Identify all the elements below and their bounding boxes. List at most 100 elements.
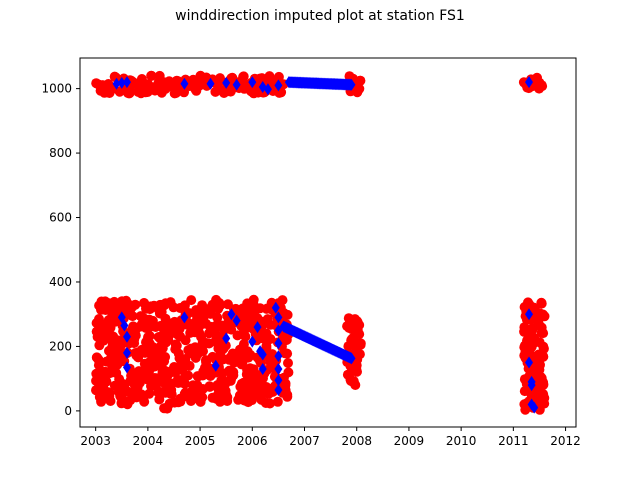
- data-point-red: [101, 389, 112, 400]
- data-point-blue: [232, 314, 241, 327]
- data-point-red: [255, 303, 266, 314]
- data-point-red: [139, 298, 149, 308]
- data-point-red: [204, 338, 215, 349]
- data-point-red: [130, 348, 141, 358]
- data-point-red: [261, 341, 272, 351]
- data-point-red: [283, 358, 293, 368]
- data-point-red: [91, 326, 102, 337]
- data-point-red: [157, 343, 168, 354]
- data-point-blue: [222, 76, 231, 89]
- data-point-red: [283, 367, 294, 378]
- data-point-blue: [347, 352, 356, 365]
- data-point-red: [113, 348, 124, 359]
- data-point-red: [110, 316, 120, 327]
- data-point-blue: [117, 76, 126, 89]
- data-point-red: [100, 296, 111, 307]
- data-point-red: [226, 373, 237, 384]
- data-point-red: [242, 364, 253, 375]
- axes-layer: 2003 2004 2005 2006 2007 2008 2009 2010 2011 2012…: [41, 57, 581, 448]
- x-tick-label: 2007: [289, 434, 320, 448]
- data-point-red: [238, 71, 249, 82]
- data-point-red: [91, 352, 102, 363]
- data-point-red: [194, 327, 205, 338]
- y-tick-label: 400: [49, 275, 72, 289]
- data-point-red: [222, 392, 233, 403]
- data-point-red: [240, 331, 251, 342]
- data-point-red: [273, 71, 284, 82]
- data-point-red: [173, 377, 183, 388]
- data-point-blue: [122, 361, 131, 374]
- data-point-blue: [211, 359, 220, 372]
- data-point-red: [211, 294, 222, 305]
- data-point-blue: [274, 374, 283, 387]
- data-point-red: [233, 394, 244, 405]
- data-point-red: [96, 319, 107, 330]
- data-point-red: [535, 310, 546, 321]
- data-point-red: [355, 339, 366, 350]
- axes-frame: [79, 57, 577, 428]
- data-point-red: [536, 297, 547, 308]
- data-point-red: [156, 301, 167, 312]
- y-tick-label: 200: [49, 339, 72, 353]
- points-layer: [91, 70, 550, 415]
- data-point-blue: [122, 346, 131, 359]
- data-point-red: [171, 75, 182, 86]
- data-point-red: [538, 351, 549, 362]
- data-point-red: [160, 324, 171, 335]
- data-point-red: [354, 349, 365, 360]
- data-point-red: [103, 79, 114, 89]
- data-point-red: [160, 403, 171, 414]
- data-point-red: [237, 303, 248, 314]
- data-point-red: [352, 324, 363, 335]
- data-point-blue: [274, 337, 283, 350]
- data-point-red: [197, 384, 208, 394]
- data-point-red: [93, 360, 104, 371]
- data-point-red: [351, 363, 362, 374]
- data-point-blue: [258, 348, 267, 361]
- x-tick-label: 2009: [394, 434, 425, 448]
- data-point-blue: [222, 332, 231, 345]
- data-point-red: [178, 86, 189, 97]
- data-point-red: [256, 374, 267, 385]
- data-point-red: [169, 397, 180, 408]
- data-point-red: [264, 71, 275, 82]
- data-point-red: [261, 330, 272, 340]
- data-point-red: [111, 368, 122, 378]
- x-tick-label: 2010: [446, 434, 477, 448]
- x-tick-label: 2006: [237, 434, 268, 448]
- data-point-blue: [122, 76, 131, 89]
- data-point-red: [536, 373, 547, 383]
- y-tick-label: 0: [64, 404, 72, 418]
- data-point-blue: [227, 308, 236, 321]
- data-point-red: [528, 364, 539, 375]
- data-point-red: [171, 340, 182, 351]
- data-point-red: [168, 302, 179, 313]
- data-point-red: [132, 381, 143, 392]
- data-point-red: [262, 314, 273, 325]
- data-point-red: [280, 378, 291, 389]
- data-point-blue: [258, 362, 267, 375]
- data-point-red: [245, 350, 256, 361]
- data-point-blue: [274, 383, 283, 396]
- data-point-blue: [253, 321, 262, 334]
- data-point-red: [135, 366, 146, 377]
- data-point-red: [112, 359, 123, 370]
- data-point-red: [197, 392, 208, 403]
- data-point-red: [142, 374, 153, 385]
- data-point-red: [350, 380, 361, 390]
- data-point-red: [130, 299, 141, 310]
- data-point-red: [239, 387, 250, 398]
- data-point-red: [146, 70, 157, 81]
- data-point-red: [185, 327, 196, 338]
- data-point-red: [125, 395, 136, 406]
- data-point-red: [103, 332, 114, 343]
- data-point-red: [242, 314, 253, 325]
- data-point-red: [188, 380, 199, 391]
- data-point-red: [536, 80, 547, 91]
- y-tick-label: 800: [49, 146, 72, 160]
- data-point-red: [143, 357, 154, 368]
- x-tick-label: 2011: [498, 434, 529, 448]
- data-point-red: [165, 388, 176, 399]
- data-point-blue: [274, 362, 283, 375]
- data-point-blue: [248, 76, 257, 89]
